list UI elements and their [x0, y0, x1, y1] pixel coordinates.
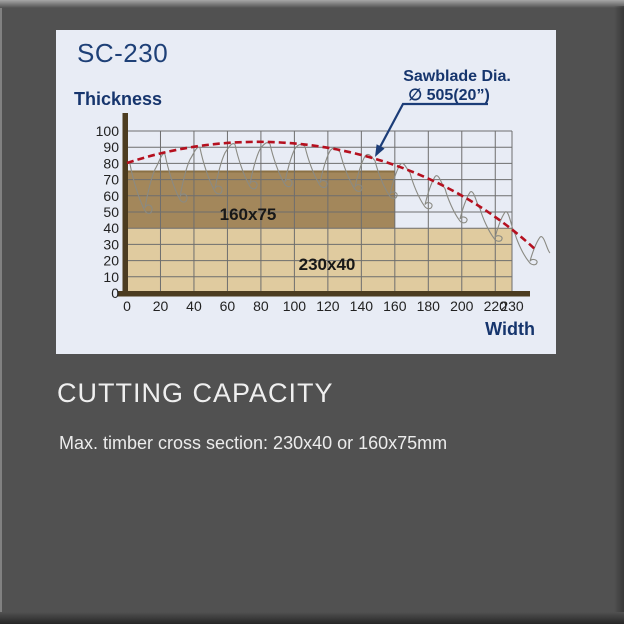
frame-top-highlight [0, 0, 624, 8]
saw-swing-loop [515, 234, 550, 265]
y-tick-label: 80 [103, 155, 119, 171]
saw-swing-loop [270, 144, 305, 187]
y-axis-title: Thickness [74, 89, 163, 109]
sawblade-diameter-curve [126, 140, 538, 252]
y-tick-label: 30 [103, 236, 119, 252]
x-tick-label: 160 [383, 298, 407, 314]
x-axis-bar [118, 291, 530, 297]
x-tick-label: 120 [316, 298, 340, 314]
x-tick-label: 20 [153, 298, 169, 314]
saw-swing-loop [480, 209, 515, 242]
capacity-chart-panel: SC-230 Thickness Sawblade Dia. ∅ 505(20”… [56, 30, 556, 354]
y-tick-label: 20 [103, 253, 119, 269]
saw-swing-loop [305, 146, 340, 187]
x-tick-label: 0 [123, 298, 131, 314]
x-tick-label: 60 [220, 298, 236, 314]
frame-left-highlight [0, 8, 2, 612]
x-tick-label: 230 [500, 298, 524, 314]
saw-swing-loop [235, 143, 270, 189]
y-tick-label: 50 [103, 204, 119, 220]
saw-swing-loop [200, 144, 235, 194]
sawblade-annotation-line2: ∅ 505(20”) [408, 87, 490, 104]
x-tick-label: 200 [450, 298, 474, 314]
frame-bottom-shadow [0, 612, 624, 624]
annotation-leader-line [378, 102, 488, 150]
y-tick-label: 0 [111, 285, 119, 301]
region-label: 160x75 [220, 205, 277, 224]
annotation-arrowhead-icon [375, 144, 385, 157]
model-name: SC-230 [77, 38, 169, 68]
x-axis-title: Width [485, 319, 535, 339]
x-tick-label: 80 [253, 298, 269, 314]
section-title: CUTTING CAPACITY [57, 378, 334, 408]
frame-right-shadow [614, 6, 624, 614]
y-tick-label: 70 [103, 172, 119, 188]
y-tick-label: 40 [103, 220, 119, 236]
section-subtitle: Max. timber cross section: 230x40 or 160… [59, 433, 448, 453]
x-tick-label: 140 [350, 298, 374, 314]
x-tick-label: 220 [484, 298, 508, 314]
region-label: 230x40 [299, 255, 356, 274]
y-tick-label: 60 [103, 188, 119, 204]
sawblade-annotation-line1: Sawblade Dia. [403, 68, 511, 85]
x-tick-label: 100 [283, 298, 307, 314]
x-tick-label: 40 [186, 298, 202, 314]
saw-swing-loop [130, 154, 165, 214]
saw-swing-loop [165, 147, 200, 202]
y-axis-bar [122, 113, 128, 297]
saw-swing-loop [410, 173, 445, 209]
x-tick-label: 180 [417, 298, 441, 314]
y-tick-label: 90 [103, 139, 119, 155]
saw-swing-loop [445, 189, 480, 223]
saw-swing-loop [375, 161, 410, 199]
y-tick-label: 10 [103, 269, 119, 285]
y-tick-label: 100 [96, 123, 120, 139]
